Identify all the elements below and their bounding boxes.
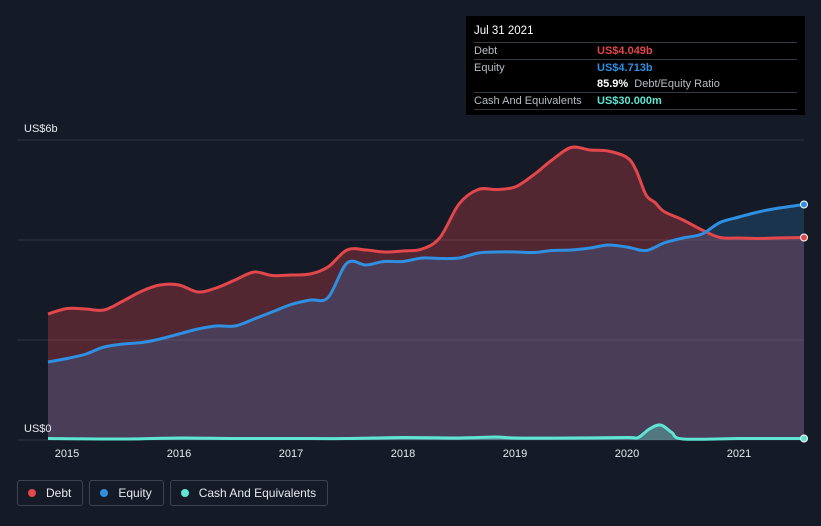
- debt-dot-icon: [28, 489, 36, 497]
- tooltip-cash-label: Cash And Equivalents: [474, 95, 582, 107]
- tooltip-equity-value: US$4.713b: [597, 62, 653, 74]
- x-tick-label: 2018: [391, 448, 415, 460]
- tooltip-ratio-value: 85.9%: [597, 78, 629, 90]
- x-tick-label: 2016: [167, 448, 191, 460]
- legend-item-cash[interactable]: Cash And Equivalents: [169, 480, 329, 506]
- tooltip-panel: Jul 31 2021 Debt US$4.049b Equity US$4.7…: [466, 16, 805, 115]
- x-axis-labels: 2015 2016 2017 2018 2019 2020 2021: [55, 448, 751, 460]
- x-tick-label: 2015: [55, 448, 79, 460]
- legend-item-equity[interactable]: Equity: [89, 480, 164, 506]
- equity-line: [47, 203, 805, 364]
- legend-label-debt: Debt: [46, 486, 72, 500]
- legend-item-debt[interactable]: Debt: [17, 480, 84, 506]
- tooltip-debt-label: Debt: [474, 45, 498, 57]
- tooltip-date: Jul 31 2021: [474, 23, 797, 43]
- debt-line: [47, 145, 805, 316]
- tooltip-debt-row: Debt US$4.049b: [474, 43, 797, 60]
- legend-label-equity: Equity: [118, 486, 152, 500]
- equity-dot-icon: [100, 489, 109, 497]
- debt-area: [48, 147, 804, 440]
- tooltip-debt-value: US$4.049b: [597, 45, 653, 57]
- x-tick-label: 2021: [727, 448, 751, 460]
- equity-area: [48, 204, 804, 440]
- tooltip-ratio-row: 85.9% Debt/Equity Ratio: [474, 76, 797, 93]
- x-tick-label: 2017: [279, 448, 303, 460]
- cash-endpoint: [800, 434, 808, 443]
- equity-endpoint: [800, 200, 808, 209]
- cash-line: [47, 423, 805, 441]
- series-layer: [47, 145, 808, 443]
- x-tick-label: 2020: [615, 448, 639, 460]
- y-axis-label-top: US$6b: [24, 123, 58, 135]
- cash-area: [48, 424, 804, 440]
- debt-endpoint: [800, 233, 808, 242]
- y-axis-label-bottom: US$0: [24, 423, 52, 435]
- legend-label-cash: Cash And Equivalents: [198, 486, 317, 500]
- tooltip-ratio-label: Debt/Equity Ratio: [634, 78, 720, 90]
- x-tick-label: 2019: [503, 448, 527, 460]
- tooltip-equity-label: Equity: [474, 62, 505, 74]
- chart-legend: Debt Equity Cash And Equivalents: [17, 480, 329, 506]
- tooltip-cash-value: US$30.000m: [597, 95, 662, 107]
- tooltip-equity-row: Equity US$4.713b: [474, 60, 797, 76]
- cash-dot-icon: [180, 489, 189, 497]
- tooltip-cash-row: Cash And Equivalents US$30.000m: [474, 93, 797, 110]
